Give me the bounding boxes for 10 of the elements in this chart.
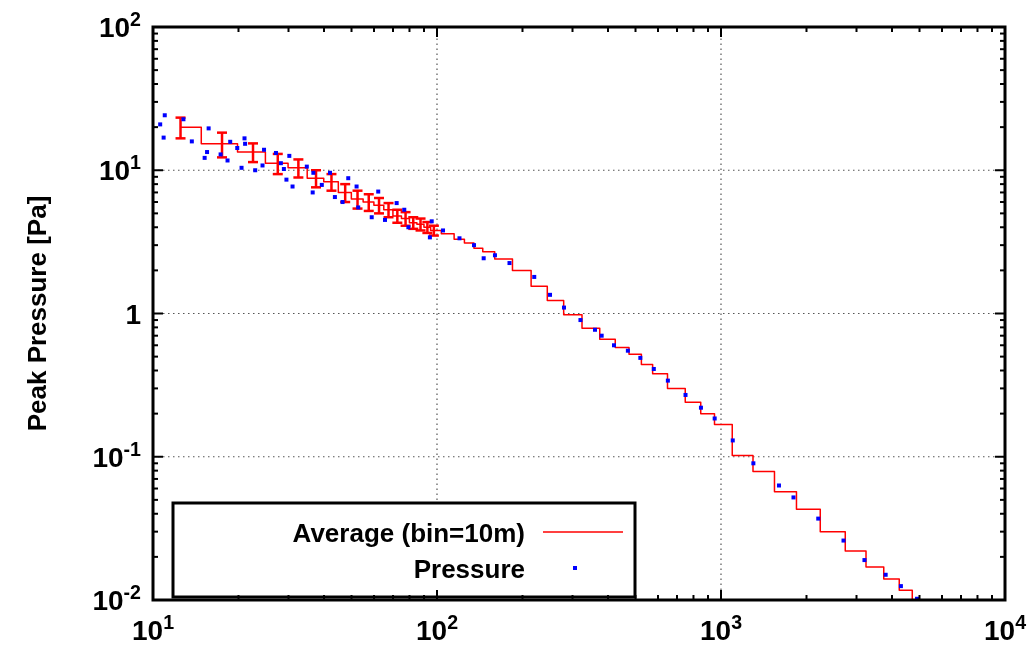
y-tick-label: 10$^{-1}$: [92, 437, 142, 473]
y-tick-label: 1: [125, 298, 141, 330]
y-axis-title: Peak Pressure [Pa]: [22, 195, 52, 432]
y-tick-label: 10$^{2}$: [98, 8, 142, 43]
x-tick-label: 10$^{3}$: [699, 611, 743, 646]
legend-label: Pressure: [413, 554, 525, 584]
legend-label: Average (bin=10m): [292, 518, 525, 548]
y-tick-label: 10$^{1}$: [98, 151, 142, 187]
x-tick-label: 10$^{2}$: [415, 611, 459, 646]
x-tick-label: 10$^{4}$: [983, 611, 1027, 646]
